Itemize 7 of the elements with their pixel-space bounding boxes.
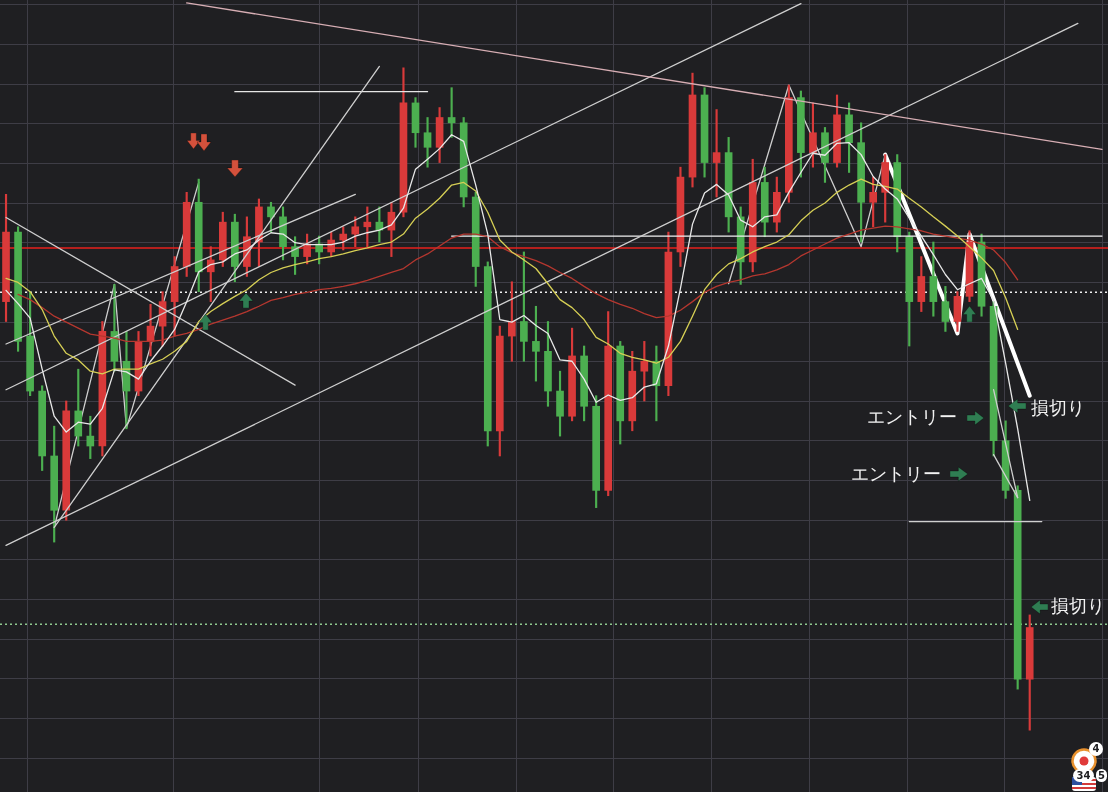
annotation: エントリー: [851, 462, 941, 484]
text: 34: [1073, 769, 1094, 782]
annotation: 損切り: [1031, 396, 1085, 418]
text: 5: [1096, 769, 1107, 782]
annotation: 損切り: [1051, 594, 1105, 616]
annotation: エントリー: [867, 405, 957, 427]
text: 4: [1089, 742, 1103, 756]
